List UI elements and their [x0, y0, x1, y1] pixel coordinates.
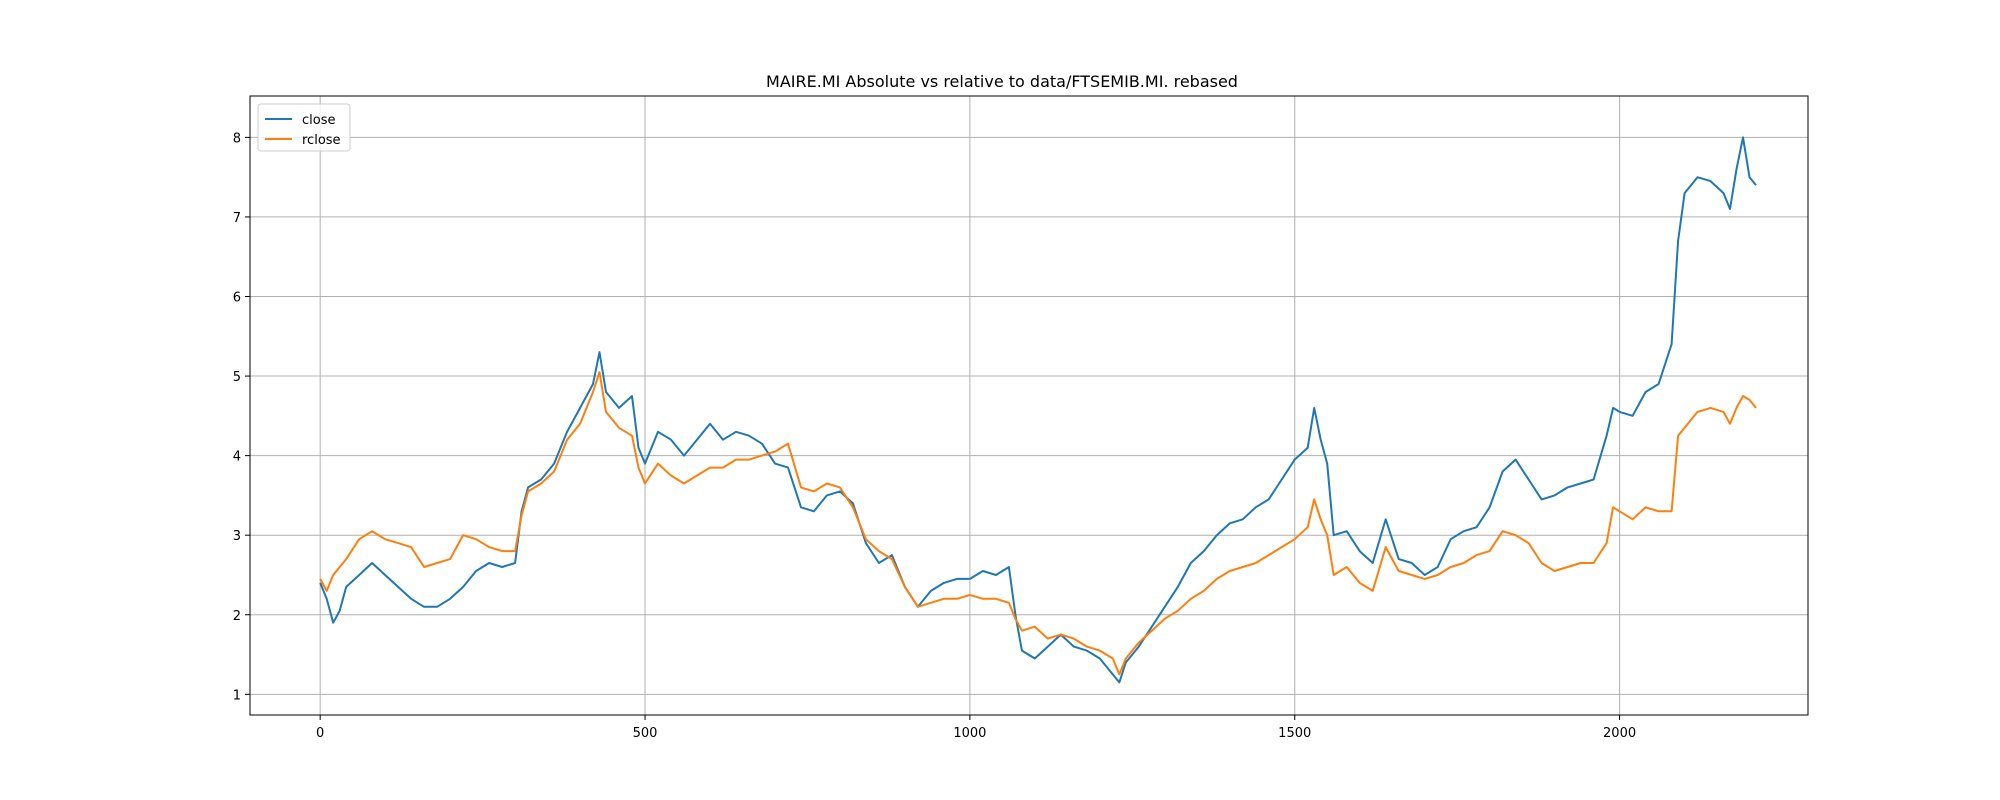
grid-lines	[250, 96, 1808, 715]
y-tick-label: 6	[233, 290, 241, 305]
y-tick-label: 3	[233, 529, 241, 544]
y-tick-label: 8	[233, 131, 241, 146]
y-tick-label: 1	[233, 688, 241, 703]
legend-label-close: close	[302, 113, 335, 128]
series-lines	[319, 136, 1757, 684]
legend: close rclose	[257, 103, 351, 152]
plot-frame	[249, 95, 1809, 716]
axis-ticks: 0 500 1000 1500 2000 1 2 3 4 5 6 7 8	[233, 131, 1636, 741]
x-tick-label: 2000	[1603, 726, 1636, 741]
x-tick-label: 1500	[1278, 726, 1311, 741]
legend-label-rclose: rclose	[302, 133, 341, 148]
series-line-rclose	[319, 371, 1757, 676]
y-tick-label: 2	[233, 609, 241, 624]
y-tick-label: 4	[233, 450, 241, 465]
x-tick-label: 500	[633, 726, 658, 741]
y-tick-label: 7	[233, 211, 241, 226]
x-tick-label: 0	[316, 726, 324, 741]
y-tick-label: 5	[233, 370, 241, 385]
x-tick-label: 1000	[953, 726, 986, 741]
series-line-close	[319, 136, 1757, 684]
chart-title: MAIRE.MI Absolute vs relative to data/FT…	[766, 72, 1238, 91]
